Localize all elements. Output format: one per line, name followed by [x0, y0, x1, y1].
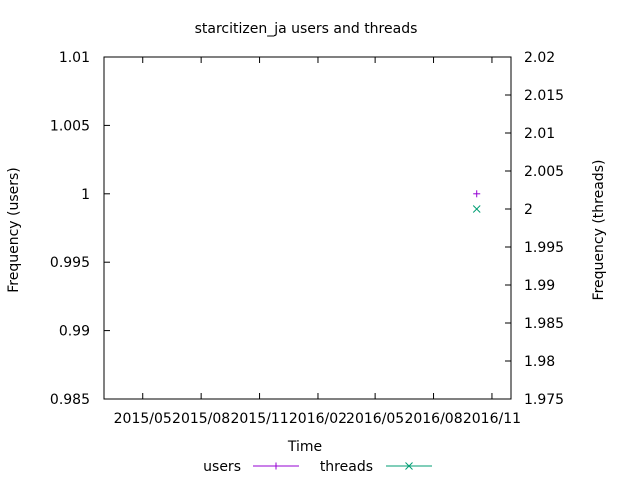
y2-tick-label: 2 — [524, 202, 533, 218]
y2-tick-label: 1.99 — [524, 278, 555, 294]
x-tick-label: 2016/08 — [404, 411, 462, 427]
data-points — [472, 190, 481, 213]
y-axis-label: Frequency (users) — [6, 167, 22, 293]
threads-point — [472, 205, 481, 213]
x-tick-label: 2016/11 — [463, 411, 521, 427]
y-tick-label: 0.99 — [59, 324, 90, 340]
y2-axis-label: Frequency (threads) — [591, 160, 607, 301]
y2-tick-label: 2.01 — [524, 126, 555, 142]
x-axis-label: Time — [287, 439, 322, 455]
x-tick-label: 2015/08 — [172, 411, 230, 427]
y2-tick-label: 2.005 — [524, 164, 564, 180]
x-tick-label: 2016/02 — [289, 411, 347, 427]
y2-tick-label: 2.02 — [524, 50, 555, 66]
y2-tick-label: 2.015 — [524, 88, 564, 104]
y-tick-label: 1 — [81, 187, 90, 203]
y-tick-label: 1.005 — [50, 118, 90, 134]
y-tick-label: 1.01 — [59, 50, 90, 66]
legend-label-threads: threads — [320, 459, 373, 475]
y-axis-left: 0.985 0.99 0.995 1 1.005 1.01 — [50, 50, 110, 408]
y2-tick-label: 1.98 — [524, 354, 555, 370]
plot-area — [103, 56, 512, 400]
x-tick-label: 2015/05 — [114, 411, 172, 427]
chart-title: starcitizen_ja users and threads — [195, 21, 418, 37]
legend-label-users: users — [203, 459, 241, 475]
y-tick-label: 0.985 — [50, 392, 90, 408]
y2-tick-label: 1.985 — [524, 316, 564, 332]
y-tick-label: 0.995 — [50, 255, 90, 271]
y2-tick-label: 1.975 — [524, 392, 564, 408]
legend: users threads — [203, 459, 432, 475]
x-tick-label: 2016/05 — [346, 411, 404, 427]
legend-marker-threads — [405, 462, 413, 470]
y-axis-right: 1.975 1.98 1.985 1.99 1.995 2 2.005 2.01 2.015 2.… — [505, 50, 564, 408]
x-tick-label: 2015/11 — [230, 411, 288, 427]
y2-tick-label: 1.995 — [524, 240, 564, 256]
